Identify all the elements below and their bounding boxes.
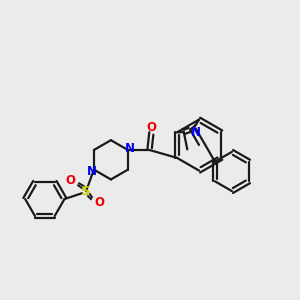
Text: O: O	[146, 121, 157, 134]
Text: N: N	[190, 126, 200, 139]
Text: N: N	[87, 165, 97, 178]
Text: O: O	[65, 174, 75, 187]
Text: N: N	[125, 142, 135, 154]
Text: O: O	[95, 196, 105, 208]
Text: S: S	[81, 185, 91, 198]
